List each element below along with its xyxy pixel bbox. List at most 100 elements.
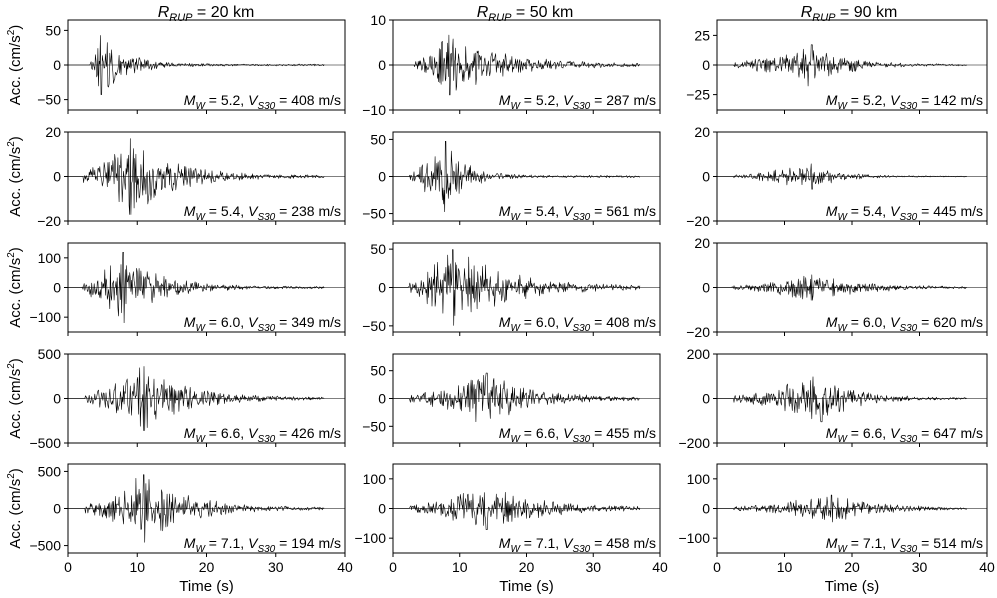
x-tick-label: 20 — [844, 559, 860, 575]
y-axis-label: Acc. (cm/s2) — [6, 468, 24, 549]
x-axis-label: Time (s) — [179, 578, 233, 595]
magnitude-vs30-label: MW = 7.1, VS30 = 458 m/s — [499, 535, 656, 555]
y-tick-label: 50 — [370, 131, 386, 147]
x-axis-label: Time (s) — [825, 578, 879, 595]
y-tick-label: 0 — [702, 501, 710, 517]
waveform-trace — [717, 376, 967, 423]
y-tick-label: −50 — [362, 318, 386, 334]
y-tick-label: 0 — [378, 169, 386, 185]
y-tick-label: 0 — [53, 169, 61, 185]
y-tick-label: 100 — [363, 471, 387, 487]
panel-r3-c2: −50 0 50 MW = 6.0, VS30 = 408 m/s — [362, 241, 661, 336]
y-tick-label: 200 — [687, 346, 711, 362]
y-tick-label: 25 — [694, 27, 710, 43]
y-tick-label: 100 — [687, 471, 711, 487]
y-tick-label: −100 — [29, 309, 61, 325]
y-tick-label: 0 — [378, 501, 386, 517]
panel-r2-c1: −20 0 20 MW = 5.4, VS30 = 238 m/s — [37, 124, 346, 229]
x-tick-label: 10 — [452, 559, 468, 575]
x-tick-label: 20 — [519, 559, 535, 575]
magnitude-vs30-label: MW = 6.0, VS30 = 408 m/s — [499, 314, 656, 334]
x-tick-label: 30 — [912, 559, 928, 575]
panel-r1-c2: −10 0 10 MW = 5.2, VS30 = 287 m/s — [362, 12, 661, 118]
panel-r1-c1: −50 0 50 MW = 5.2, VS30 = 408 m/s — [37, 19, 346, 114]
magnitude-vs30-label: MW = 7.1, VS30 = 194 m/s — [184, 535, 341, 555]
y-tick-label: −20 — [37, 213, 61, 229]
y-tick-label: −200 — [678, 435, 710, 451]
magnitude-vs30-label: MW = 6.6, VS30 = 426 m/s — [184, 425, 341, 445]
y-axis-label: Acc. (cm/s2) — [6, 25, 24, 106]
y-tick-label: 0 — [702, 280, 710, 296]
y-tick-label: 0 — [53, 57, 61, 73]
panel-r4-c2: −50 0 50 MW = 6.6, VS30 = 455 m/s — [362, 353, 661, 447]
x-tick-label: 20 — [199, 559, 215, 575]
waveform-trace — [717, 44, 967, 87]
waveform-trace — [717, 163, 967, 190]
y-tick-label: −25 — [686, 87, 710, 103]
y-tick-label: 500 — [38, 346, 62, 362]
column-title-3: RRUP = 90 km — [801, 4, 898, 24]
y-axis-label: Acc. (cm/s2) — [6, 136, 24, 217]
y-tick-label: −500 — [29, 538, 61, 554]
y-tick-label: 20 — [694, 235, 710, 251]
magnitude-vs30-label: MW = 6.0, VS30 = 349 m/s — [184, 314, 341, 334]
y-tick-label: 0 — [702, 57, 710, 73]
panel-r4-c3: −200 0 200 MW = 6.6, VS30 = 647 m/s — [678, 346, 988, 451]
y-tick-label: 0 — [378, 57, 386, 73]
x-tick-label: 40 — [979, 559, 995, 575]
panel-r2-c2: −50 0 50 MW = 5.4, VS30 = 561 m/s — [362, 131, 661, 225]
y-tick-label: −500 — [29, 435, 61, 451]
y-tick-label: 0 — [378, 391, 386, 407]
waveform-trace — [68, 252, 325, 324]
waveform-trace — [68, 138, 325, 215]
y-tick-label: 0 — [702, 391, 710, 407]
x-tick-label: 40 — [652, 559, 668, 575]
x-tick-label: 10 — [777, 559, 793, 575]
x-tick-label: 0 — [713, 559, 721, 575]
y-tick-label: 0 — [378, 280, 386, 296]
magnitude-vs30-label: MW = 5.2, VS30 = 408 m/s — [184, 92, 341, 112]
x-tick-label: 30 — [268, 559, 284, 575]
panel-r4-c1: −500 0 500 MW = 6.6, VS30 = 426 m/s — [29, 346, 346, 451]
y-axis-label: Acc. (cm/s2) — [6, 247, 24, 328]
y-tick-label: 20 — [694, 124, 710, 140]
magnitude-vs30-label: MW = 5.4, VS30 = 238 m/s — [184, 203, 341, 223]
y-tick-label: 0 — [702, 169, 710, 185]
y-tick-label: −10 — [362, 102, 386, 118]
waveform-trace — [717, 274, 967, 301]
y-tick-label: 0 — [53, 391, 61, 407]
panel-r3-c1: −100 0 100 MW = 6.0, VS30 = 349 m/s — [29, 242, 346, 336]
waveform-trace — [717, 494, 967, 523]
y-tick-label: 50 — [370, 363, 386, 379]
x-axis-label: Time (s) — [499, 578, 553, 595]
y-tick-label: −20 — [686, 324, 710, 340]
y-tick-label: 50 — [370, 241, 386, 257]
magnitude-vs30-label: MW = 5.2, VS30 = 287 m/s — [499, 92, 656, 112]
magnitude-vs30-label: MW = 7.1, VS30 = 514 m/s — [826, 535, 983, 555]
waveform-trace — [68, 366, 325, 431]
y-tick-label: 100 — [38, 250, 62, 266]
y-tick-label: 0 — [53, 501, 61, 517]
y-tick-label: −50 — [362, 418, 386, 434]
panel-r2-c3: −20 0 20 MW = 5.4, VS30 = 445 m/s — [686, 124, 988, 229]
magnitude-vs30-label: MW = 6.6, VS30 = 455 m/s — [499, 425, 656, 445]
panel-r1-c3: −25 0 25 MW = 5.2, VS30 = 142 m/s — [686, 19, 988, 114]
waveform-trace — [393, 141, 640, 212]
y-axis-label: Acc. (cm/s2) — [6, 358, 24, 439]
y-tick-label: −100 — [678, 530, 710, 546]
waveform-trace — [68, 35, 325, 95]
panel-r3-c3: −20 0 20 MW = 6.0, VS30 = 620 m/s — [686, 235, 988, 340]
x-tick-label: 30 — [585, 559, 601, 575]
x-tick-label: 10 — [129, 559, 145, 575]
waveform-trace — [393, 249, 641, 326]
x-tick-label: 0 — [64, 559, 72, 575]
y-tick-label: −50 — [37, 92, 61, 108]
y-tick-label: 50 — [45, 22, 61, 38]
y-tick-label: −50 — [362, 206, 386, 222]
y-tick-label: 20 — [45, 124, 61, 140]
y-tick-label: 0 — [53, 280, 61, 296]
magnitude-vs30-label: MW = 5.2, VS30 = 142 m/s — [826, 92, 983, 112]
